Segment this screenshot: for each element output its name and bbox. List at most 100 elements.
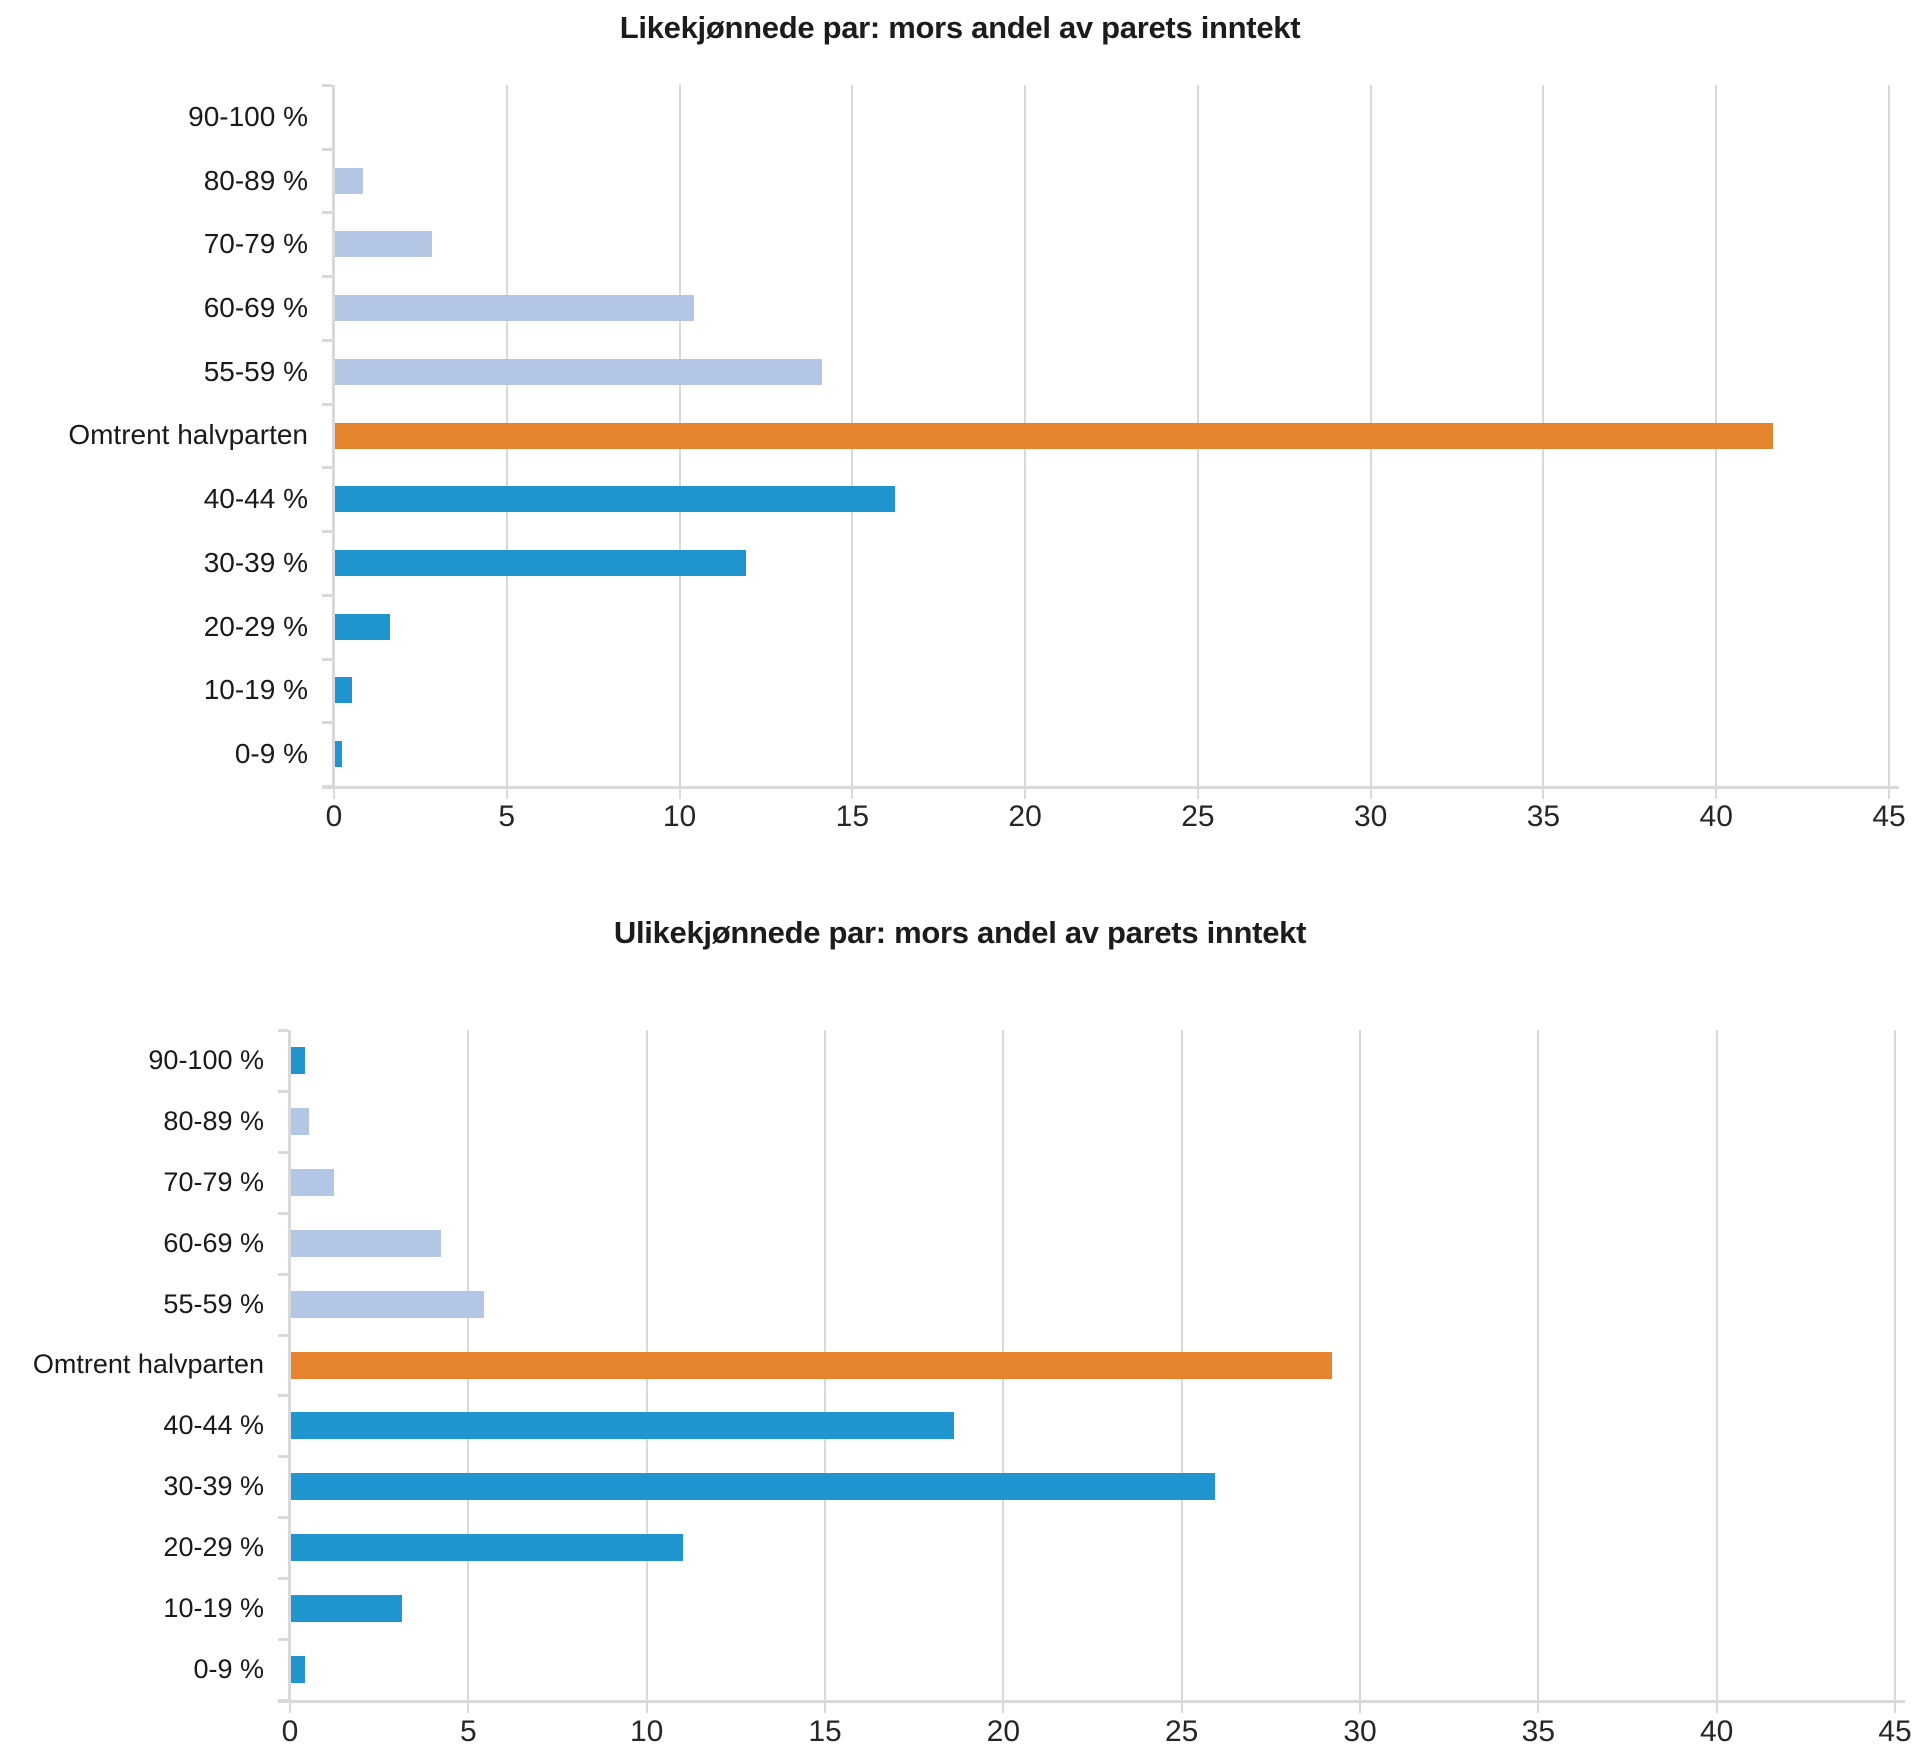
category-label: 70-79 % [203,228,308,260]
x-tick-label-40: 40 [1699,800,1733,833]
bar-80-89 [291,1107,309,1135]
x-axis-tick-30 [1369,789,1372,799]
y-axis-tick [322,721,332,725]
bar-60-69 [335,295,695,322]
x-axis-tick-5 [505,789,508,799]
gridline-x-35 [1537,1030,1540,1700]
bar-0-9 [291,1656,306,1684]
y-axis-tick [278,1577,288,1581]
x-tick-label-5: 5 [459,1715,477,1748]
x-axis-tick-10 [645,1703,648,1713]
bar-80-89 [335,167,363,194]
x-axis-line [278,1700,1905,1703]
y-axis-tick [322,338,332,342]
category-label: 55-59 % [203,355,308,387]
category-label: 90-100 % [188,100,308,132]
bar-30-39 [291,1473,1215,1501]
x-tick-label-25: 25 [1164,1715,1199,1748]
bar-70-79 [335,231,432,258]
y-axis-tick [322,402,332,406]
bar-omtrent-halvparten [335,422,1773,449]
gridline-x-45 [1894,1030,1896,1700]
y-axis-tick [322,530,332,534]
y-axis-tick [278,1394,288,1398]
y-axis-tick [278,1029,288,1032]
x-tick-label-20: 20 [986,1715,1021,1748]
category-label: 80-89 % [203,164,308,196]
x-axis-tick-5 [467,1703,470,1713]
y-axis-tick [278,1455,288,1459]
x-tick-label-45: 45 [1878,1715,1912,1748]
bar-70-79 [291,1168,334,1196]
x-axis-line [322,786,1899,789]
x-axis-tick-0 [289,1703,291,1713]
x-tick-label-0: 0 [325,800,343,833]
x-tick-label-15: 15 [835,800,870,833]
x-tick-label-30: 30 [1353,800,1388,833]
y-axis-line [332,85,335,789]
gridline-x-45 [1888,85,1890,786]
x-axis-tick-35 [1537,1703,1540,1713]
bar-10-19 [291,1595,402,1623]
x-tick-label-35: 35 [1526,800,1561,833]
x-axis-tick-20 [1024,789,1027,799]
x-axis-tick-30 [1359,1703,1361,1713]
bar-55-59 [335,358,823,385]
bar-40-44 [291,1412,955,1440]
y-axis-tick [278,1211,288,1215]
category-label: Omtrent halvparten [68,419,308,451]
bar-60-69 [291,1229,441,1257]
category-label: 10-19 % [163,1593,264,1624]
bar-20-29 [335,613,391,640]
x-tick-label-10: 10 [662,800,697,833]
y-axis-tick [322,593,332,597]
y-axis-tick [322,275,332,279]
x-axis-tick-40 [1715,1703,1718,1713]
chart-title-ulikekjonnede: Ulikekjønnede par: mors andel av parets … [613,915,1307,950]
category-label: Omtrent halvparten [32,1349,264,1380]
y-axis-tick [278,1333,288,1337]
x-tick-label-25: 25 [1181,800,1215,833]
category-label: 90-100 % [148,1044,264,1075]
y-axis-tick [322,466,332,470]
x-axis-tick-25 [1196,789,1199,799]
category-label: 0-9 % [193,1654,264,1685]
x-axis-tick-10 [678,789,681,799]
x-axis-tick-15 [851,789,854,799]
category-label: 60-69 % [163,1227,264,1258]
x-axis-tick-0 [333,789,335,799]
category-label: 60-69 % [203,292,308,324]
y-axis-tick [278,1150,288,1154]
x-tick-label-35: 35 [1521,1715,1556,1748]
x-tick-label-15: 15 [808,1715,842,1748]
bar-40-44 [335,486,895,513]
bar-10-19 [335,677,353,704]
y-axis-tick [278,1089,288,1093]
category-label: 10-19 % [203,674,308,706]
x-tick-label-20: 20 [1008,800,1042,833]
y-axis-tick [278,1638,288,1642]
gridline-x-40 [1715,1030,1718,1700]
bar-30-39 [335,549,747,576]
category-label: 20-29 % [203,610,308,642]
bar-90-100 [291,1046,306,1074]
category-label: 30-39 % [163,1471,264,1502]
y-axis-line [288,1030,291,1703]
x-tick-label-0: 0 [281,1715,299,1748]
bar-omtrent-halvparten [291,1351,1333,1379]
x-tick-label-5: 5 [498,800,516,833]
x-axis-tick-25 [1180,1703,1183,1713]
x-axis-tick-15 [824,1703,826,1713]
x-tick-label-10: 10 [629,1715,664,1748]
category-label: 0-9 % [234,738,308,770]
x-axis-tick-20 [1002,1703,1005,1713]
x-axis-tick-45 [1888,789,1890,799]
category-label: 20-29 % [163,1532,264,1563]
x-axis-tick-45 [1894,1703,1896,1713]
bar-0-9 [335,741,342,768]
y-axis-tick [278,1516,288,1520]
x-axis-tick-35 [1542,789,1545,799]
x-tick-label-45: 45 [1872,800,1906,833]
x-tick-label-40: 40 [1699,1715,1734,1748]
